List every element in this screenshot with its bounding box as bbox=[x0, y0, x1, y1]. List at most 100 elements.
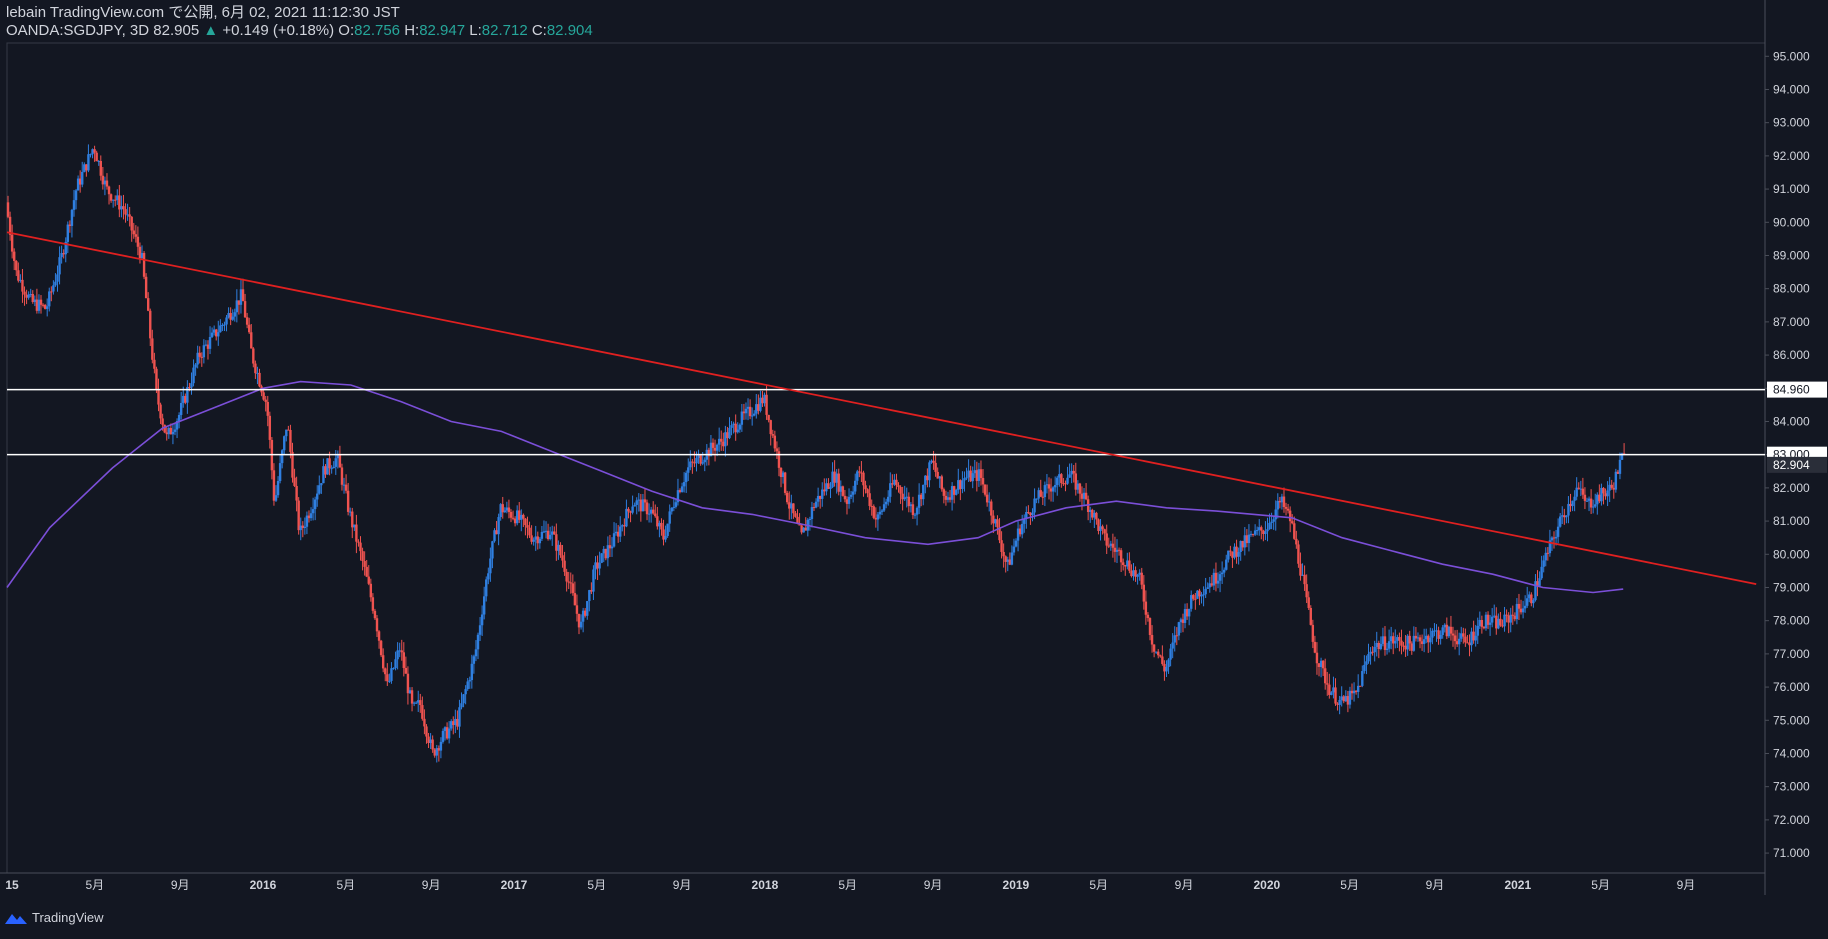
candle-body bbox=[796, 516, 799, 524]
candle-body bbox=[198, 352, 201, 357]
candle-body bbox=[1200, 594, 1203, 597]
candle-body bbox=[1237, 551, 1240, 557]
candle-body bbox=[70, 209, 74, 226]
candle-body bbox=[794, 513, 797, 517]
candle-body bbox=[474, 649, 478, 657]
candle-body bbox=[637, 499, 640, 501]
candle-body bbox=[217, 332, 220, 337]
candle-body bbox=[386, 674, 389, 682]
candle-body bbox=[882, 504, 886, 511]
candle-body bbox=[559, 544, 562, 556]
candle-body bbox=[975, 470, 979, 481]
candle-body bbox=[1585, 500, 1589, 502]
candle-body bbox=[289, 429, 292, 452]
candle-body bbox=[1148, 618, 1152, 635]
candle-body bbox=[1373, 646, 1376, 653]
candle-body bbox=[654, 513, 657, 517]
candle-body bbox=[1109, 543, 1113, 546]
candle-body bbox=[1354, 690, 1358, 692]
candle-body bbox=[557, 544, 560, 551]
candle-body bbox=[1130, 570, 1133, 577]
candle-body bbox=[1618, 459, 1622, 474]
candle-body bbox=[431, 739, 434, 750]
candle-body bbox=[85, 164, 88, 171]
candle-body bbox=[1589, 498, 1593, 508]
candle-body bbox=[891, 483, 894, 485]
candle-body bbox=[163, 424, 166, 433]
candle-body bbox=[229, 313, 232, 320]
candle-body bbox=[538, 538, 542, 544]
y-tick-label: 95.000 bbox=[1773, 49, 1810, 63]
candle-body bbox=[414, 702, 418, 704]
candle-body bbox=[608, 545, 612, 549]
candle-body bbox=[184, 395, 187, 403]
candle-body bbox=[540, 531, 544, 539]
candle-body bbox=[594, 562, 597, 570]
candle-body bbox=[1379, 643, 1383, 650]
candle-body bbox=[1264, 531, 1267, 535]
candle-body bbox=[963, 478, 966, 481]
candle-body bbox=[417, 700, 420, 703]
candle-body bbox=[757, 404, 760, 411]
candle-body bbox=[1620, 453, 1624, 460]
candle-body bbox=[328, 458, 331, 469]
candle-body bbox=[670, 507, 673, 512]
y-tick-label: 76.000 bbox=[1773, 680, 1810, 694]
candle-body bbox=[1072, 470, 1075, 474]
candle-body bbox=[783, 472, 787, 493]
candle-body bbox=[678, 490, 682, 492]
candle-body bbox=[1142, 584, 1146, 602]
candle-body bbox=[1583, 494, 1587, 501]
candle-body bbox=[1377, 643, 1380, 650]
candle-body bbox=[542, 531, 546, 533]
candle-body bbox=[1074, 473, 1077, 490]
candle-body bbox=[1521, 608, 1525, 613]
candle-body bbox=[1274, 509, 1277, 520]
candle-body bbox=[1080, 493, 1084, 499]
candle-body bbox=[893, 479, 896, 485]
candle-body bbox=[466, 681, 469, 690]
candle-body bbox=[19, 279, 22, 281]
candle-body bbox=[1202, 594, 1205, 596]
candle-body bbox=[1144, 601, 1148, 615]
candle-body bbox=[324, 466, 327, 475]
candle-body bbox=[1367, 654, 1370, 662]
candle-body bbox=[423, 718, 426, 727]
candle-body bbox=[1097, 519, 1100, 531]
candle-body bbox=[860, 472, 863, 474]
candle-body bbox=[1490, 616, 1494, 623]
candle-body bbox=[120, 206, 123, 210]
y-tick-label: 89.000 bbox=[1773, 248, 1810, 262]
high-label: H: bbox=[404, 22, 420, 39]
candle-body bbox=[1119, 550, 1123, 563]
candle-body bbox=[1371, 651, 1374, 653]
candle-body bbox=[239, 289, 243, 305]
candle-body bbox=[1433, 630, 1436, 632]
x-tick-label: 9月 bbox=[422, 878, 441, 892]
candle-body bbox=[1324, 668, 1327, 684]
candle-body bbox=[254, 363, 257, 374]
candle-body bbox=[1058, 474, 1061, 478]
candle-body bbox=[188, 386, 191, 388]
candle-body bbox=[381, 655, 385, 669]
candle-body bbox=[674, 502, 678, 507]
candle-body bbox=[441, 730, 445, 742]
candle-body bbox=[1420, 641, 1424, 644]
candle-body bbox=[340, 467, 344, 485]
candle-body bbox=[318, 485, 321, 494]
candle-body bbox=[412, 702, 416, 704]
candle-body bbox=[50, 291, 53, 293]
candle-body bbox=[313, 499, 317, 510]
candle-body bbox=[103, 180, 107, 185]
candle-body bbox=[588, 590, 591, 602]
candle-body bbox=[1523, 605, 1527, 609]
candle-body bbox=[472, 656, 476, 664]
candle-body bbox=[1460, 633, 1463, 639]
candle-body bbox=[1509, 614, 1512, 623]
candle-body bbox=[384, 668, 387, 675]
candle-body bbox=[196, 352, 199, 365]
candle-body bbox=[505, 507, 509, 511]
symbol-name: OANDA:SGDJPY, 3D bbox=[6, 22, 150, 39]
candle-body bbox=[1451, 633, 1455, 636]
